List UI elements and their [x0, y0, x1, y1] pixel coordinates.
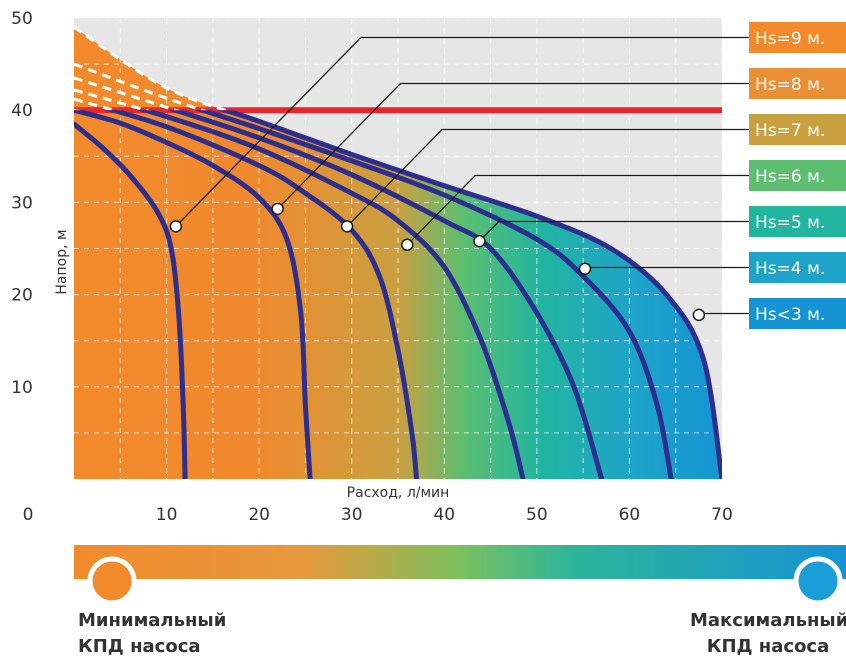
- x-tick-label: 60: [619, 505, 641, 525]
- y-axis-label: Напор, м: [54, 229, 70, 294]
- series-label-7: Hs<3 м.: [755, 305, 825, 325]
- y-tick-label: 10: [11, 378, 33, 398]
- curve-5: [167, 110, 605, 479]
- y-tick-label: 50: [11, 9, 33, 29]
- callout-point-4: [401, 238, 414, 252]
- callout-point-7: [692, 308, 706, 322]
- callout-box-5: [749, 206, 846, 237]
- series-label-2: Hs=8 м.: [755, 75, 825, 95]
- callout-point-3: [340, 220, 354, 233]
- x-tick-label: 30: [341, 505, 363, 525]
- curves: [74, 25, 722, 479]
- callout-box-6: [749, 252, 846, 283]
- callout-point-6: [578, 262, 592, 276]
- callout-leader-2: [277, 82, 749, 210]
- min-efficiency-label: Минимальный КПД насоса: [78, 610, 227, 657]
- curve-2: [74, 110, 313, 479]
- callout-box-4: [749, 160, 846, 191]
- x-tick-label: 50: [526, 505, 548, 525]
- callout-leader-5: [478, 220, 749, 242]
- max-efficiency-marker: [793, 556, 843, 606]
- x-tick-label: 70: [711, 505, 733, 525]
- callout-point-2: [271, 202, 284, 216]
- curve-4: [136, 110, 526, 479]
- x-axis-label: Расход, л/мин: [347, 485, 450, 501]
- curve-7-above-limit: [74, 25, 231, 111]
- callout-leader-1: [175, 36, 749, 227]
- series-label-3: Hs=7 м.: [755, 121, 825, 141]
- y-tick-label: 30: [11, 193, 33, 213]
- callout-box-1: [749, 22, 846, 53]
- series-label-1: Hs=9 м.: [755, 29, 825, 49]
- curve-7: [216, 110, 722, 479]
- min-efficiency-marker: [87, 556, 137, 606]
- series-label-4: Hs=6 м.: [755, 167, 825, 187]
- callout-leader-4: [406, 174, 749, 246]
- y-tick-label: 20: [11, 286, 33, 306]
- max-efficiency-label: Максимальный КПД насоса: [690, 610, 846, 657]
- curve-1: [74, 121, 188, 479]
- x-tick-label: 20: [248, 505, 270, 525]
- callouts: Hs=9 м. Hs=8 м. Hs=7 м. Hs=6 м. Hs=5 м. Hs=4 …: [169, 22, 846, 329]
- callout-point-1: [169, 220, 183, 233]
- callout-box-2: [749, 68, 846, 99]
- ticks: 10 20 30 40 50 60 70 10 20 30 40 50: [11, 9, 733, 525]
- callout-box-7: [749, 298, 846, 329]
- series-label-6: Hs=4 м.: [755, 259, 825, 279]
- origin-label: 0: [23, 505, 34, 525]
- callout-leader-3: [346, 128, 749, 227]
- callout-point-5: [473, 234, 486, 248]
- y-tick-label: 40: [11, 101, 33, 121]
- series-label-5: Hs=5 м.: [755, 213, 825, 233]
- efficiency-gradient-bar: [74, 545, 846, 579]
- curve-6: [194, 110, 674, 479]
- x-tick-label: 10: [156, 505, 178, 525]
- x-tick-label: 40: [433, 505, 455, 525]
- callout-box-3: [749, 114, 846, 145]
